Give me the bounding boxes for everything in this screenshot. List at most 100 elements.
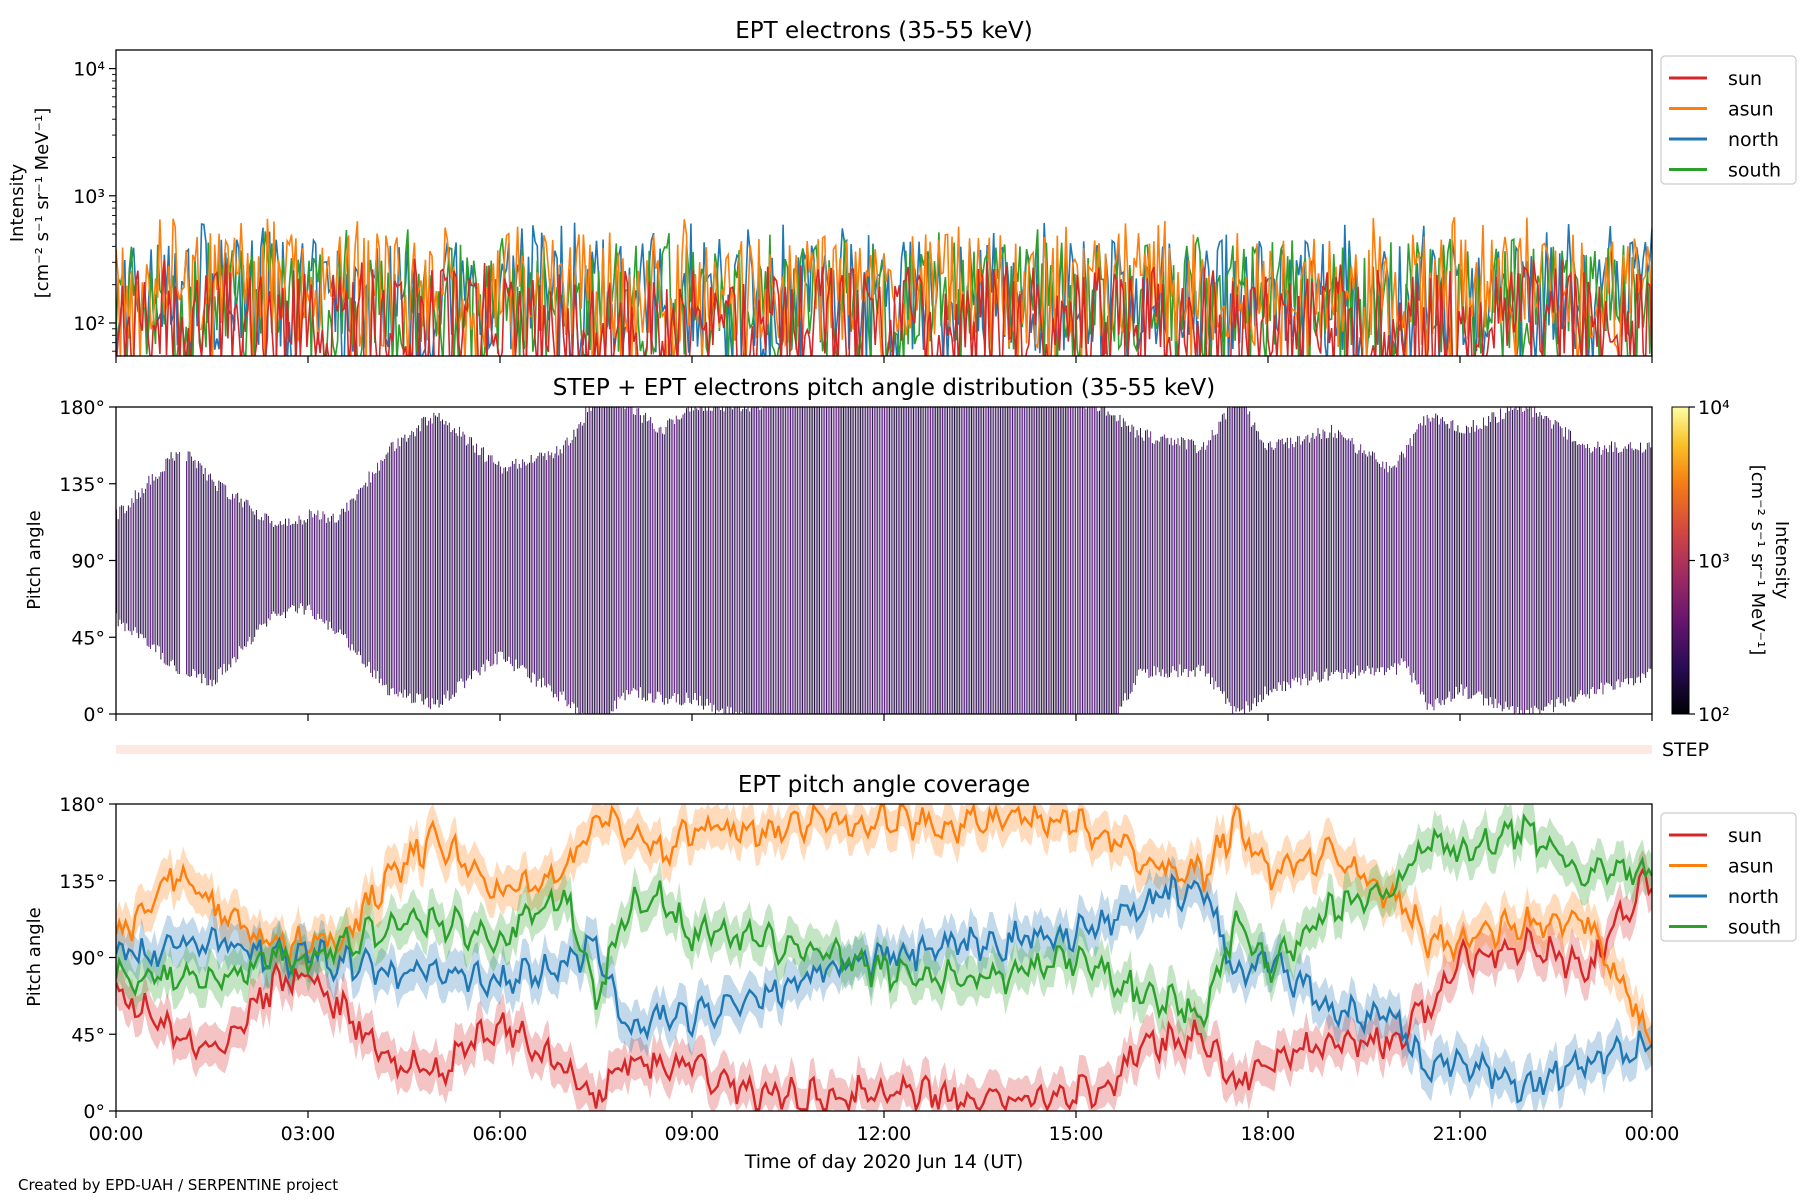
pad-cell bbox=[1051, 407, 1053, 714]
panel2-heatmap bbox=[116, 407, 1652, 714]
pad-cell bbox=[1059, 407, 1061, 714]
pad-cell bbox=[1250, 426, 1252, 711]
pad-cell bbox=[1157, 440, 1159, 668]
pad-cell bbox=[556, 446, 558, 698]
pad-cell bbox=[1614, 442, 1616, 690]
pad-cell bbox=[1457, 425, 1459, 695]
pad-cell bbox=[232, 493, 234, 659]
pad-cell bbox=[965, 407, 967, 714]
pad-cell bbox=[1510, 407, 1512, 707]
legend-label-sun: sun bbox=[1728, 68, 1762, 90]
colorbar bbox=[1671, 406, 1690, 715]
pad-cell bbox=[223, 484, 225, 664]
pad-cell bbox=[361, 487, 363, 664]
pad-cell bbox=[1102, 407, 1104, 714]
pad-cell bbox=[1609, 445, 1611, 685]
pad-cell bbox=[704, 407, 706, 706]
pad-cell bbox=[580, 422, 582, 714]
pad-cell bbox=[1641, 452, 1643, 674]
pad-cell bbox=[392, 441, 394, 689]
pad-cell bbox=[1443, 421, 1445, 705]
pad-cell bbox=[918, 407, 920, 714]
pad-cell bbox=[230, 499, 232, 668]
pad-cell bbox=[1320, 439, 1322, 682]
pad-cell bbox=[1546, 416, 1548, 707]
pad-cell bbox=[501, 473, 503, 652]
pad-cell bbox=[228, 499, 230, 665]
pad-cell bbox=[527, 463, 529, 677]
pad-cell bbox=[923, 407, 925, 714]
pad-cell bbox=[383, 459, 385, 686]
pad-cell bbox=[1199, 449, 1201, 672]
pad-cell bbox=[558, 455, 559, 702]
pad-cell bbox=[576, 428, 578, 708]
pad-cell bbox=[1063, 407, 1065, 714]
panel3-xtick-label: 21:00 bbox=[1433, 1123, 1488, 1145]
pad-cell bbox=[756, 407, 757, 714]
pad-cell bbox=[438, 413, 440, 708]
panel3-ylabel: Pitch angle bbox=[24, 907, 45, 1006]
pad-cell bbox=[1281, 438, 1283, 691]
pad-cell bbox=[266, 513, 268, 627]
pad-cell bbox=[793, 407, 795, 714]
pad-cell bbox=[1423, 416, 1425, 695]
pad-cell bbox=[170, 452, 172, 662]
pad-cell bbox=[679, 419, 681, 705]
pad-cell bbox=[414, 436, 416, 703]
pad-cell bbox=[595, 407, 597, 714]
pad-cell bbox=[1053, 407, 1054, 714]
pad-cell bbox=[1151, 443, 1153, 677]
pad-cell bbox=[1460, 432, 1462, 685]
pad-cell bbox=[581, 425, 583, 713]
pad-cell bbox=[592, 407, 594, 714]
pad-cell bbox=[1017, 407, 1019, 714]
pad-cell bbox=[255, 510, 257, 630]
pad-cell bbox=[1343, 437, 1345, 674]
pad-cell bbox=[657, 432, 658, 692]
pad-cell bbox=[334, 522, 336, 635]
pad-cell bbox=[225, 485, 227, 673]
pad-cell bbox=[305, 522, 307, 610]
pad-cell bbox=[1006, 407, 1008, 714]
pad-cell bbox=[390, 442, 392, 689]
pad-cell bbox=[585, 407, 587, 714]
pad-cell bbox=[815, 407, 817, 714]
pad-cell bbox=[1208, 440, 1210, 674]
pad-cell bbox=[1535, 413, 1537, 708]
pad-cell bbox=[401, 437, 402, 694]
pad-cell bbox=[1312, 432, 1314, 677]
pad-cell bbox=[1071, 407, 1073, 714]
pad-cell bbox=[1148, 437, 1150, 678]
pad-cell bbox=[1061, 407, 1063, 714]
pad-cell bbox=[639, 415, 641, 688]
pad-cell bbox=[889, 407, 891, 714]
pad-cell bbox=[506, 471, 508, 662]
pad-cell bbox=[984, 407, 986, 714]
pad-cell bbox=[851, 407, 853, 714]
pad-cell bbox=[1553, 424, 1554, 713]
pad-cell bbox=[1474, 431, 1476, 695]
pad-cell bbox=[1503, 418, 1505, 709]
pad-cell bbox=[716, 407, 718, 711]
pad-cell bbox=[325, 522, 327, 621]
pad-cell bbox=[337, 520, 339, 633]
pad-cell bbox=[996, 407, 998, 714]
pad-cell bbox=[1044, 407, 1046, 714]
pad-cell bbox=[160, 472, 162, 660]
colorbar-tick-label: 10⁴ bbox=[1698, 397, 1730, 419]
pad-cell bbox=[1517, 410, 1519, 707]
pad-cell bbox=[892, 407, 894, 714]
pad-cell bbox=[658, 427, 660, 693]
pad-cell bbox=[1331, 424, 1333, 673]
pad-cell bbox=[779, 407, 781, 714]
pad-cell bbox=[1496, 422, 1498, 709]
series-line-sun bbox=[116, 867, 1652, 1111]
pad-cell bbox=[537, 456, 539, 681]
pad-cell bbox=[1088, 407, 1090, 714]
pad-cell bbox=[1119, 414, 1121, 707]
pad-cell bbox=[1585, 448, 1587, 697]
pad-cell bbox=[1216, 433, 1218, 688]
pad-cell bbox=[612, 407, 614, 712]
pad-cell bbox=[245, 499, 247, 647]
pad-cell bbox=[938, 407, 940, 714]
